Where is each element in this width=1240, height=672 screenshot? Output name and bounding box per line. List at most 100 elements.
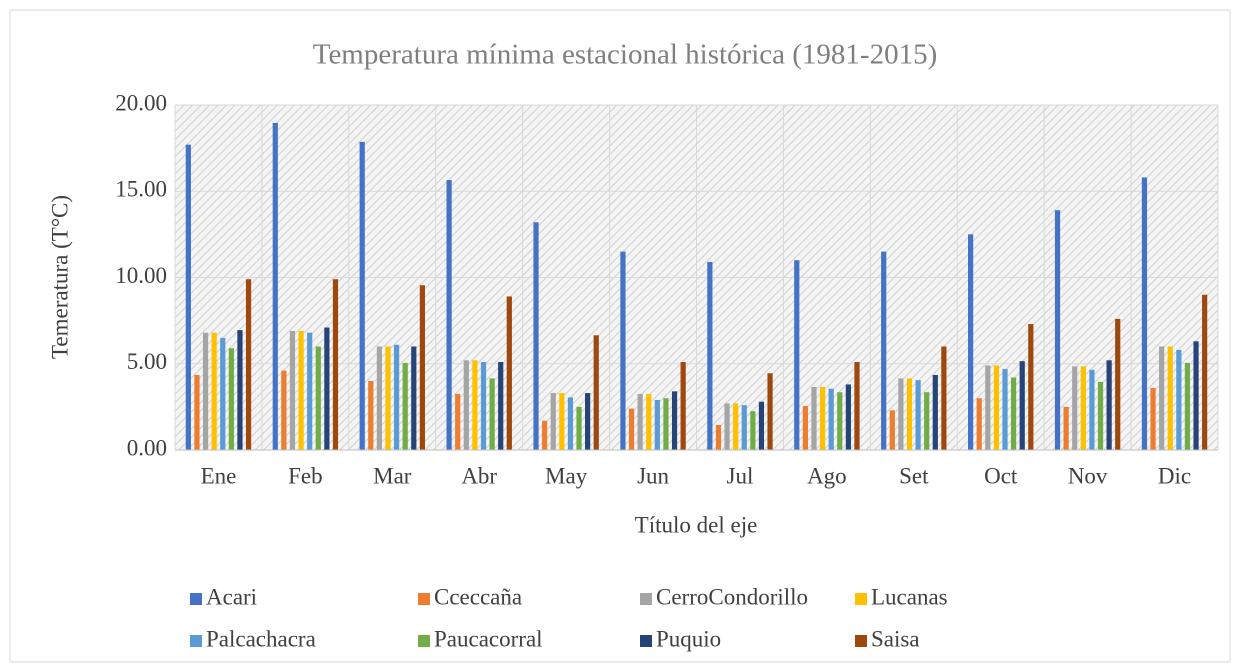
y-tick-label: 10.00 <box>115 263 167 288</box>
x-tick-label: Jul <box>727 463 754 488</box>
bar <box>889 410 895 450</box>
bar <box>794 260 800 450</box>
bar <box>758 401 765 450</box>
bar <box>298 330 304 450</box>
bar <box>593 335 599 450</box>
legend-label: Lucanas <box>871 584 948 609</box>
bar <box>767 373 773 450</box>
bar <box>307 332 313 450</box>
bar <box>220 337 226 450</box>
bar <box>332 279 339 450</box>
bar <box>881 251 887 450</box>
bar <box>419 285 425 450</box>
x-axis-title: Título del eje <box>635 512 758 537</box>
bar <box>1193 341 1199 450</box>
bar <box>185 144 191 451</box>
bar <box>281 370 287 450</box>
bar <box>941 346 947 450</box>
bar <box>480 362 487 450</box>
bar <box>802 406 808 450</box>
bar <box>1028 324 1034 450</box>
bar <box>1054 210 1061 450</box>
legend-swatch <box>855 593 867 605</box>
y-tick-label: 20.00 <box>115 90 167 115</box>
x-tick-label: May <box>545 463 588 488</box>
legend-swatch <box>640 635 652 647</box>
bar <box>393 344 400 450</box>
bar <box>750 411 756 450</box>
bar <box>506 296 512 450</box>
legend-label: Cceccaña <box>434 584 522 609</box>
y-tick-label: 0.00 <box>127 435 167 460</box>
bar <box>741 405 747 450</box>
bar <box>411 346 417 450</box>
legend-swatch <box>855 635 867 647</box>
bar <box>1176 349 1182 450</box>
bar <box>542 420 548 450</box>
legend-label: Saisa <box>871 626 920 651</box>
bar <box>1202 294 1208 450</box>
bar <box>1080 366 1086 450</box>
bar <box>202 332 209 450</box>
bar <box>576 406 582 450</box>
bar <box>976 398 982 450</box>
bar <box>1089 369 1095 450</box>
x-tick-label: Mar <box>373 463 412 488</box>
bar <box>1106 360 1112 450</box>
bar <box>402 362 408 450</box>
legend-swatch <box>190 593 202 605</box>
y-tick-label: 5.00 <box>127 349 167 374</box>
bar <box>671 391 678 450</box>
bar <box>845 384 851 450</box>
bar <box>968 234 974 450</box>
bar <box>498 362 504 450</box>
bar <box>472 360 478 450</box>
bar <box>637 393 643 450</box>
bar <box>628 408 635 450</box>
chart-title: Temperatura mínima estacional histórica … <box>313 39 937 71</box>
bar <box>811 387 817 450</box>
bar <box>724 403 730 450</box>
bar <box>194 374 200 450</box>
legend-label: CerroCondorillo <box>656 584 808 609</box>
bar <box>715 424 722 450</box>
bar <box>654 399 660 450</box>
legend-swatch <box>190 635 202 647</box>
bar <box>828 388 834 450</box>
bar <box>993 365 1000 450</box>
bar <box>854 362 860 450</box>
legend-swatch <box>418 593 430 605</box>
bar <box>646 393 652 450</box>
bar <box>932 374 938 450</box>
bar <box>1159 346 1165 450</box>
x-tick-label: Feb <box>288 463 323 488</box>
bar <box>446 180 452 450</box>
bar <box>663 398 669 450</box>
bar <box>819 387 826 450</box>
legend-swatch <box>418 635 430 647</box>
bar <box>228 348 234 450</box>
y-tick-label: 15.00 <box>115 177 167 202</box>
x-tick-label: Ago <box>807 463 847 488</box>
bar <box>1097 381 1104 450</box>
bar <box>915 380 921 450</box>
bar <box>1115 318 1121 450</box>
bar <box>733 403 739 450</box>
bar <box>1002 368 1008 450</box>
bar <box>1150 387 1156 450</box>
bar <box>1019 361 1025 450</box>
bar <box>1184 362 1191 450</box>
bar <box>289 330 296 450</box>
bar <box>533 222 539 450</box>
x-tick-label: Abr <box>461 463 497 488</box>
x-tick-label: Oct <box>984 463 1018 488</box>
bar <box>455 393 461 450</box>
bar <box>550 393 556 450</box>
bar <box>1072 366 1078 450</box>
bar <box>837 392 843 450</box>
bar <box>368 381 374 450</box>
y-axis-title: Temeratura (T°C) <box>47 195 72 359</box>
bar <box>924 392 930 450</box>
x-tick-label: Ene <box>201 463 237 488</box>
